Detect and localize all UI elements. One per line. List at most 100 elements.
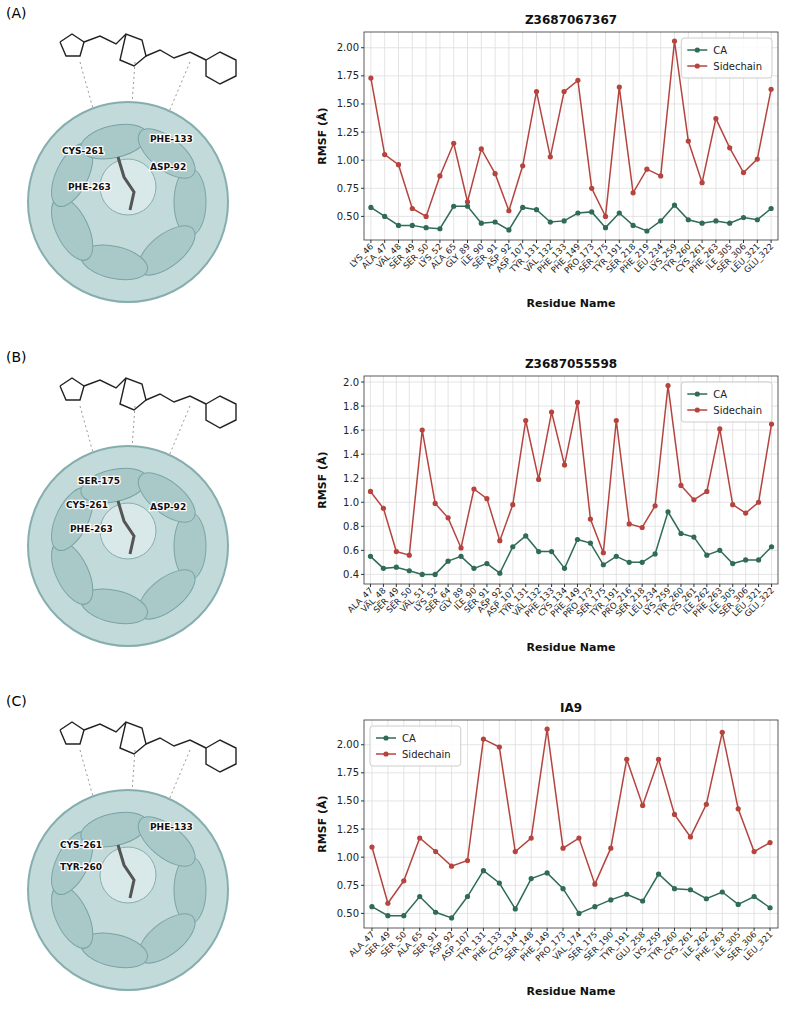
grid-line-x bbox=[564, 376, 565, 584]
point bbox=[769, 206, 774, 211]
residue-label: PHE-133 bbox=[150, 134, 193, 144]
point bbox=[608, 846, 613, 851]
point bbox=[592, 882, 597, 887]
point bbox=[458, 554, 463, 559]
y-tick-label: 0.50 bbox=[337, 908, 359, 919]
ligand-pose bbox=[118, 501, 134, 554]
residue-label: ASP-92 bbox=[150, 502, 186, 512]
grid-line-x bbox=[481, 32, 482, 240]
grid-line-y bbox=[364, 800, 778, 801]
point bbox=[589, 186, 594, 191]
point bbox=[368, 205, 373, 210]
x-tick bbox=[715, 240, 716, 243]
panel: (C)CYS-261PHE-133TYR-260IA90.500.751.001… bbox=[6, 693, 778, 998]
point bbox=[382, 214, 387, 219]
legend-marker bbox=[383, 751, 388, 756]
grid-line-x bbox=[370, 376, 371, 584]
point bbox=[741, 215, 746, 220]
y-tick bbox=[361, 800, 364, 801]
point bbox=[401, 913, 406, 918]
grid-line-x bbox=[564, 32, 565, 240]
point bbox=[756, 500, 761, 505]
x-tick bbox=[629, 584, 630, 587]
point bbox=[471, 566, 476, 571]
y-tick bbox=[361, 526, 364, 527]
bond bbox=[84, 34, 146, 66]
grid-line-x bbox=[610, 720, 611, 928]
x-tick bbox=[383, 584, 384, 587]
point bbox=[381, 566, 386, 571]
series-line bbox=[370, 512, 771, 575]
bond bbox=[60, 722, 84, 744]
x-tick bbox=[547, 928, 548, 931]
point bbox=[717, 426, 722, 431]
point bbox=[484, 561, 489, 566]
point bbox=[717, 548, 722, 553]
grid-line-x bbox=[642, 720, 643, 928]
x-tick bbox=[688, 240, 689, 243]
point bbox=[755, 156, 760, 161]
beta-blade bbox=[43, 535, 101, 610]
y-tick-label: 1.6 bbox=[343, 425, 359, 436]
panel-letter: (A) bbox=[6, 5, 27, 21]
point bbox=[678, 531, 683, 536]
y-tick bbox=[361, 75, 364, 76]
point bbox=[513, 849, 518, 854]
x-tick bbox=[668, 584, 669, 587]
point bbox=[368, 489, 373, 494]
point bbox=[704, 896, 709, 901]
x-tick-label: GLU_322 bbox=[742, 585, 776, 619]
point bbox=[385, 901, 390, 906]
y-tick-label: 0.6 bbox=[343, 545, 359, 556]
plot-frame bbox=[364, 376, 778, 584]
point bbox=[562, 218, 567, 223]
ligand-sketch bbox=[60, 722, 236, 772]
point bbox=[451, 141, 456, 146]
x-tick bbox=[770, 928, 771, 931]
point bbox=[601, 550, 606, 555]
point bbox=[672, 38, 677, 43]
point bbox=[437, 173, 442, 178]
y-tick bbox=[361, 744, 364, 745]
point bbox=[713, 116, 718, 121]
x-tick bbox=[591, 240, 592, 243]
y-tick bbox=[361, 47, 364, 48]
point bbox=[640, 898, 645, 903]
x-tick bbox=[738, 928, 739, 931]
x-tick bbox=[435, 584, 436, 587]
point bbox=[382, 152, 387, 157]
bond bbox=[60, 34, 84, 56]
point bbox=[560, 846, 565, 851]
y-tick bbox=[361, 478, 364, 479]
x-axis-title: Residue Name bbox=[527, 985, 616, 998]
grid-line-x bbox=[515, 720, 516, 928]
point bbox=[497, 744, 502, 749]
point bbox=[588, 516, 593, 521]
bond bbox=[84, 722, 146, 754]
grid-line-x bbox=[512, 376, 513, 584]
grid-line-y bbox=[364, 885, 778, 886]
point bbox=[465, 199, 470, 204]
x-tick bbox=[655, 584, 656, 587]
grid-line-x bbox=[486, 376, 487, 584]
panel-letter: (B) bbox=[6, 349, 27, 365]
point bbox=[624, 757, 629, 762]
point bbox=[575, 210, 580, 215]
point bbox=[465, 894, 470, 899]
y-tick-label: 2.00 bbox=[337, 739, 359, 750]
point bbox=[394, 549, 399, 554]
x-tick bbox=[754, 928, 755, 931]
y-tick bbox=[361, 857, 364, 858]
point bbox=[510, 544, 515, 549]
x-tick bbox=[658, 928, 659, 931]
x-tick bbox=[461, 584, 462, 587]
grid-line-x bbox=[384, 32, 385, 240]
point bbox=[520, 205, 525, 210]
y-tick-label: 1.4 bbox=[343, 449, 359, 460]
point bbox=[433, 849, 438, 854]
point bbox=[588, 541, 593, 546]
x-tick bbox=[690, 928, 691, 931]
grid-line-x bbox=[616, 376, 617, 584]
x-tick bbox=[396, 584, 397, 587]
x-axis-title: Residue Name bbox=[527, 297, 616, 310]
